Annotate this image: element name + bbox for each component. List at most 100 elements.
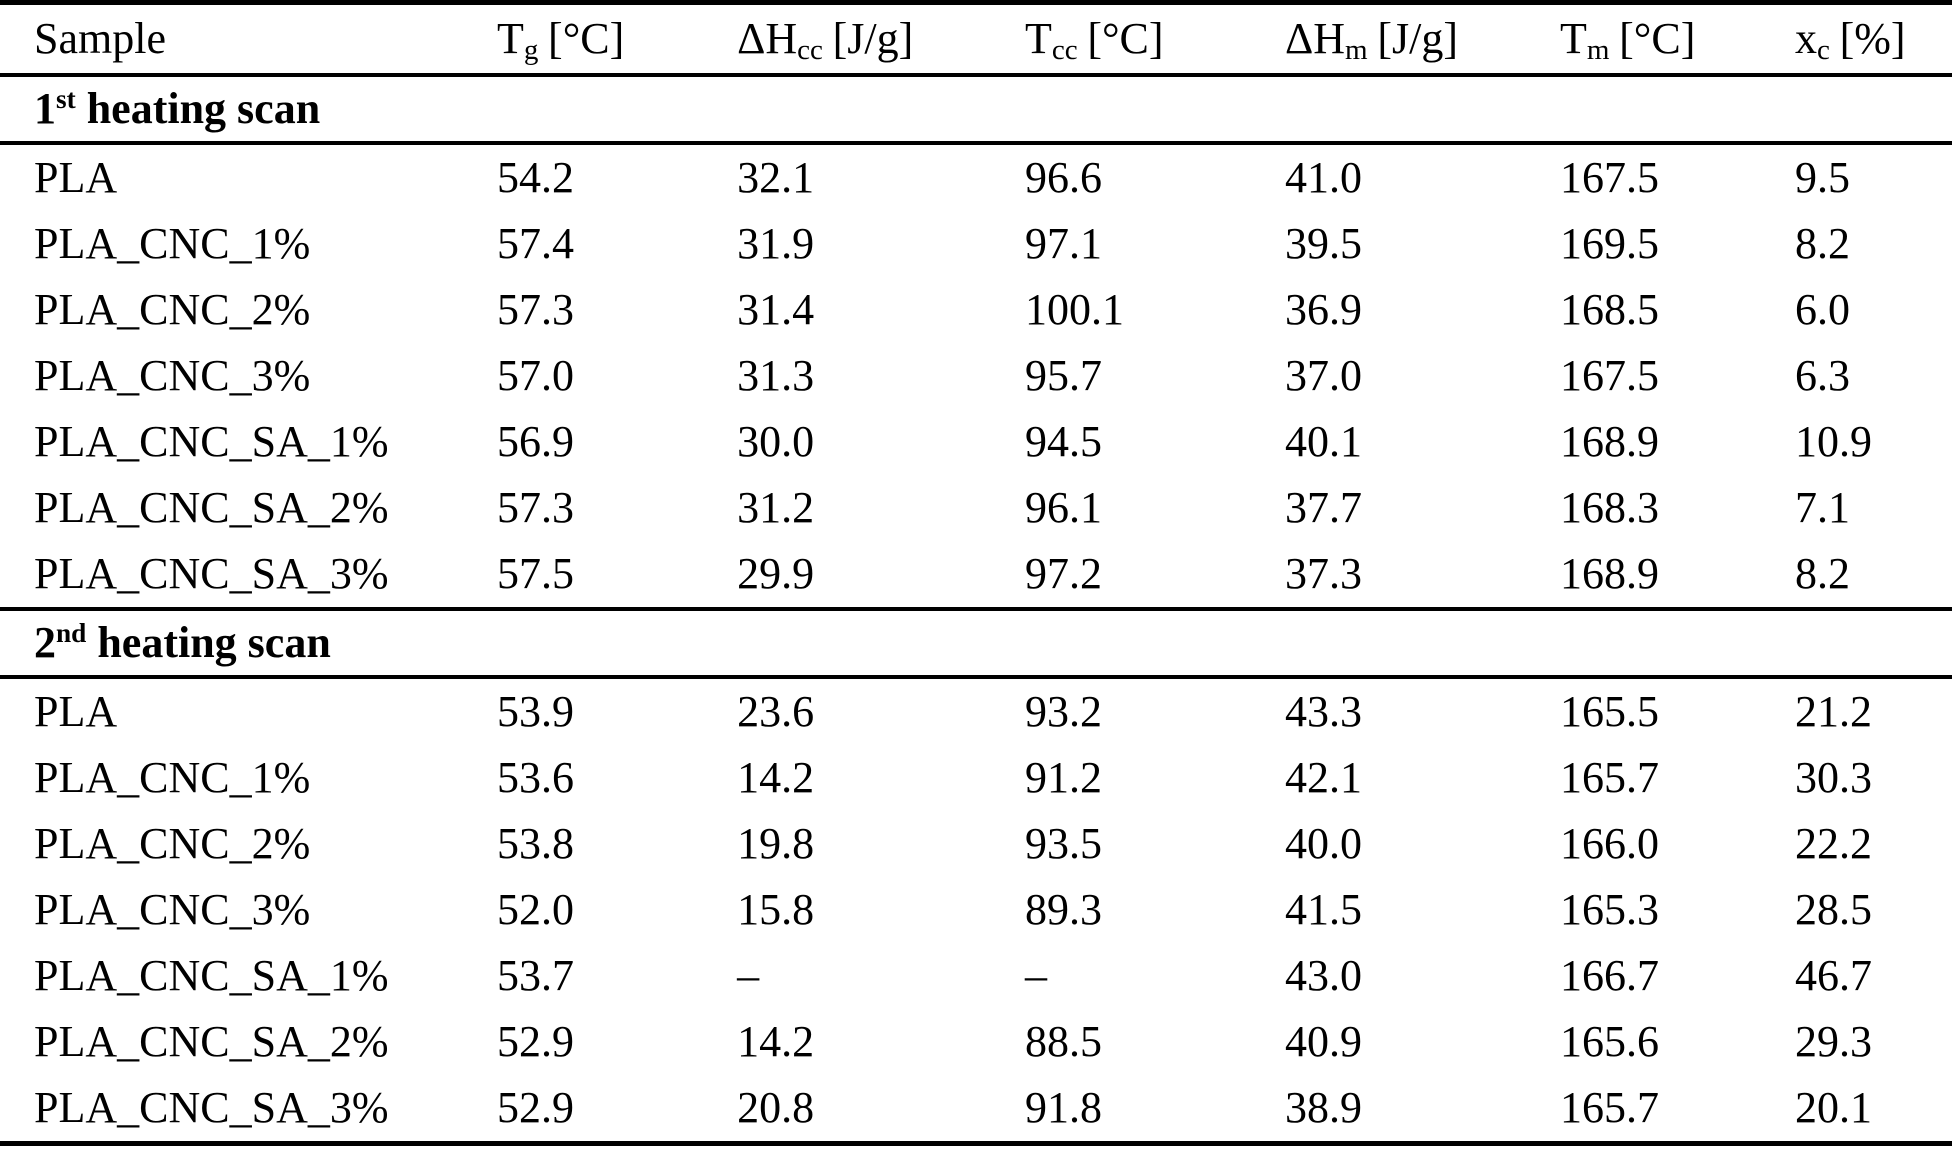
value-cell: 29.3 (1795, 1017, 1873, 1066)
section-title: 1st heating scan (0, 75, 1952, 143)
value-cell: 95.7 (1024, 351, 1102, 400)
value-cell: 89.3 (1024, 885, 1102, 934)
value-cell: 37.3 (1284, 549, 1362, 598)
value-cell: 93.2 (1024, 687, 1102, 736)
value-cell: 168.9 (1560, 417, 1659, 466)
value-cell: 37.7 (1284, 483, 1362, 532)
value-cell: 43.3 (1284, 687, 1362, 736)
value-cell: 38.9 (1284, 1083, 1362, 1132)
value-cell: 167.5 (1560, 351, 1659, 400)
value-cell: 57.0 (496, 351, 574, 400)
value-cell: 167.5 (1560, 153, 1659, 202)
table-row: PLA_CNC_SA_3% 57.5 29.9 97.2 37.3 168.9 8.2 (0, 541, 1952, 609)
section-number: 2 (34, 618, 56, 667)
value-cell: 52.9 (496, 1083, 574, 1132)
col-header-label: T (1560, 14, 1587, 63)
value-cell: 93.5 (1024, 819, 1102, 868)
col-header-label: T (1024, 14, 1052, 63)
value-cell: 8.2 (1795, 549, 1851, 598)
value-cell: 8.2 (1795, 219, 1851, 268)
value-cell: 41.0 (1284, 153, 1362, 202)
value-cell: 53.6 (496, 753, 574, 802)
sample-name: PLA_CNC_SA_2% (34, 483, 389, 532)
section-ordinal: nd (56, 618, 87, 648)
section-header-row: 2nd heating scan (0, 609, 1952, 677)
value-cell: 165.3 (1560, 885, 1659, 934)
value-cell: 28.5 (1795, 885, 1873, 934)
sample-name: PLA (34, 153, 118, 202)
sample-name: PLA_CNC_SA_3% (34, 549, 389, 598)
value-cell: 52.0 (496, 885, 574, 934)
value-cell: 36.9 (1284, 285, 1362, 334)
col-header-tcc: Tcc [°C] (1024, 14, 1164, 67)
value-cell: 21.2 (1795, 687, 1873, 736)
col-header-label: T (496, 14, 524, 63)
value-cell: 96.1 (1024, 483, 1102, 532)
value-cell: 15.8 (737, 885, 815, 934)
section-title: 2nd heating scan (0, 609, 1952, 677)
value-cell: – (1024, 951, 1047, 1000)
col-header-dhm: ΔHm [J/g] (1284, 14, 1458, 67)
sample-name: PLA_CNC_SA_1% (34, 951, 389, 1000)
sample-name: PLA_CNC_3% (34, 885, 311, 934)
value-cell: 22.2 (1795, 819, 1873, 868)
value-cell: 30.0 (737, 417, 815, 466)
value-cell: 94.5 (1024, 417, 1102, 466)
value-cell: 166.0 (1560, 819, 1659, 868)
value-cell: 168.3 (1560, 483, 1659, 532)
col-header-sample: Sample (0, 3, 497, 76)
table-row: PLA 54.2 32.1 96.6 41.0 167.5 9.5 (0, 143, 1952, 211)
col-header-label: ΔH (1284, 14, 1346, 63)
table-row: PLA_CNC_SA_2% 52.9 14.2 88.5 40.9 165.6 29.3 (0, 1009, 1952, 1075)
section-ordinal: st (56, 84, 76, 114)
value-cell: 14.2 (737, 1017, 815, 1066)
value-cell: 10.9 (1795, 417, 1873, 466)
value-cell: 31.4 (737, 285, 815, 334)
table-row: PLA_CNC_SA_3% 52.9 20.8 91.8 38.9 165.7 20.1 (0, 1075, 1952, 1144)
value-cell: 57.3 (496, 483, 574, 532)
value-cell: 166.7 (1560, 951, 1659, 1000)
value-cell: 32.1 (737, 153, 815, 202)
value-cell: – (737, 951, 760, 1000)
value-cell: 100.1 (1024, 285, 1124, 334)
section-label: heating scan (75, 84, 321, 133)
value-cell: 40.9 (1284, 1017, 1362, 1066)
value-cell: 19.8 (737, 819, 815, 868)
value-cell: 96.6 (1024, 153, 1102, 202)
table-row: PLA_CNC_SA_2% 57.3 31.2 96.1 37.7 168.3 7.1 (0, 475, 1952, 541)
table-row: PLA_CNC_SA_1% 56.9 30.0 94.5 40.1 168.9 10.9 (0, 409, 1952, 475)
sample-name: PLA_CNC_1% (34, 219, 311, 268)
value-cell: 91.2 (1024, 753, 1102, 802)
value-cell: 30.3 (1795, 753, 1873, 802)
value-cell: 7.1 (1795, 483, 1851, 532)
header-row: Sample Tg [°C] ΔHcc [J/g] Tcc [°C] ΔHm [J/g]… (0, 3, 1952, 76)
value-cell: 20.8 (737, 1083, 815, 1132)
value-cell: 31.2 (737, 483, 815, 532)
value-cell: 53.7 (496, 951, 574, 1000)
col-header-tg: Tg [°C] (496, 14, 625, 67)
col-header-dhcc: ΔHcc [J/g] (737, 14, 914, 67)
value-cell: 37.0 (1284, 351, 1362, 400)
value-cell: 97.2 (1024, 549, 1102, 598)
section-label: heating scan (86, 618, 331, 667)
value-cell: 168.9 (1560, 549, 1659, 598)
sample-name: PLA_CNC_3% (34, 351, 311, 400)
table-row: PLA_CNC_2% 53.8 19.8 93.5 40.0 166.0 22.2 (0, 811, 1952, 877)
sample-name: PLA_CNC_2% (34, 285, 311, 334)
value-cell: 169.5 (1560, 219, 1659, 268)
col-header-tm: Tm [°C] (1560, 14, 1696, 67)
value-cell: 6.0 (1795, 285, 1851, 334)
value-cell: 23.6 (737, 687, 815, 736)
table-row: PLA_CNC_SA_1% 53.7 – – 43.0 166.7 46.7 (0, 943, 1952, 1009)
value-cell: 9.5 (1795, 153, 1851, 202)
table-row: PLA 53.9 23.6 93.2 43.3 165.5 21.2 (0, 677, 1952, 745)
value-cell: 57.3 (496, 285, 574, 334)
value-cell: 57.5 (496, 549, 574, 598)
value-cell: 31.3 (737, 351, 815, 400)
sample-name: PLA (34, 687, 118, 736)
col-header-label: Sample (34, 14, 166, 63)
value-cell: 57.4 (496, 219, 574, 268)
table-row: PLA_CNC_1% 53.6 14.2 91.2 42.1 165.7 30.3 (0, 745, 1952, 811)
